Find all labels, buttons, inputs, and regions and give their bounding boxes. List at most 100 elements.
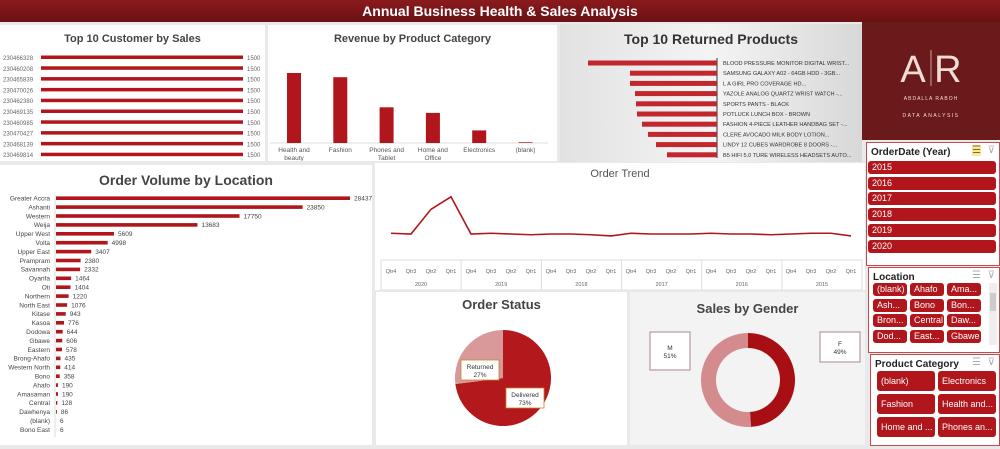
scrollbar-thumb[interactable] xyxy=(990,293,996,311)
customer-value: 1500 xyxy=(247,132,261,138)
year-option[interactable]: 2016 xyxy=(868,176,996,190)
category-option[interactable]: Home and ... xyxy=(877,417,935,437)
location-option[interactable]: Bono xyxy=(910,298,944,312)
customer-bar xyxy=(41,131,243,135)
location-label: Weija xyxy=(34,222,51,229)
location-scrollbar[interactable] xyxy=(989,283,997,345)
location-option[interactable]: East... xyxy=(910,329,944,343)
location-option[interactable]: Ash... xyxy=(873,298,907,312)
order-trend-chart: Qtr4 Qtr3 Qtr2 Qtr1 2020 Qtr4 Qtr3 Qtr2 Qtr1 2019… xyxy=(380,195,863,290)
customer-bar xyxy=(41,55,243,59)
location-label: Bono East xyxy=(20,427,50,434)
returned-product-label: L A GIRL PRO COVERAGE HD... xyxy=(723,81,807,87)
location-bar xyxy=(56,365,61,370)
clear-filter-icon[interactable]: ⊽ xyxy=(987,145,995,156)
multi-select-icon[interactable]: ☰ xyxy=(972,145,981,156)
quarter-label: Qtr2 xyxy=(746,269,757,275)
location-value: 776 xyxy=(68,320,79,327)
customer-label: 230460985 xyxy=(3,121,34,127)
year-slicer: OrderDate (Year) 2015 2016 2017 2018 2019 202… xyxy=(866,142,1000,266)
location-option[interactable]: Dod... xyxy=(873,329,907,343)
revenue-bar xyxy=(518,142,533,143)
quarter-label: Qtr3 xyxy=(406,269,417,275)
revenue-category-label: (blank) xyxy=(516,147,536,154)
location-option[interactable]: Ahafo xyxy=(910,283,944,296)
category-option[interactable]: Fashion xyxy=(877,394,935,414)
returned-product-label: CLERE AVOCADO MILK BODY LOTION... xyxy=(723,132,830,138)
returned-product-label: SPORTS PANTS - BLACK xyxy=(723,102,789,108)
customer-value: 1500 xyxy=(247,142,261,148)
year-option[interactable]: 2015 xyxy=(868,161,996,174)
year-option[interactable]: 2019 xyxy=(868,223,996,237)
category-slicer: Product Category (blank) Electronics Fashi… xyxy=(870,354,1000,446)
location-option[interactable]: Bon... xyxy=(947,298,981,312)
location-option[interactable]: Daw... xyxy=(947,314,981,328)
female-label: F xyxy=(838,341,842,348)
location-bar xyxy=(56,249,92,254)
location-label: (blank) xyxy=(30,418,50,425)
location-bar xyxy=(56,294,69,298)
location-value: 128 xyxy=(61,400,72,407)
location-label: Oyarifa xyxy=(29,276,50,283)
returned-product-label: BLOOD PRESSURE MONITOR DIGITAL WRIST... xyxy=(723,61,850,67)
returned-percent: 27% xyxy=(473,372,486,379)
quarter-label: Qtr1 xyxy=(686,269,697,275)
location-bar xyxy=(56,196,350,200)
location-option[interactable]: Gbawe xyxy=(947,329,981,343)
location-value: 13683 xyxy=(201,222,219,229)
location-value: 190 xyxy=(62,391,73,398)
year-option[interactable]: 2017 xyxy=(868,192,996,206)
customer-value: 1500 xyxy=(247,56,261,62)
category-option[interactable]: Phones an... xyxy=(938,417,996,437)
customer-bar xyxy=(41,66,243,70)
location-value: 2380 xyxy=(85,258,100,265)
location-value: 1076 xyxy=(71,302,86,309)
quarter-label: Qtr2 xyxy=(586,269,597,275)
location-label: Amasaman xyxy=(17,391,50,398)
location-bar xyxy=(56,329,63,334)
top-customers-panel: Top 10 Customer by Sales 230466328 1500 23… xyxy=(0,25,265,161)
category-option[interactable]: (blank) xyxy=(877,371,935,391)
location-value: 606 xyxy=(66,338,77,345)
returned-bar xyxy=(630,80,717,86)
location-option[interactable]: Ama... xyxy=(947,283,981,296)
location-option[interactable]: Central xyxy=(910,314,944,328)
multi-select-icon[interactable]: ☰ xyxy=(972,357,981,368)
category-option[interactable]: Health and... xyxy=(938,394,996,414)
year-option[interactable]: 2020 xyxy=(868,239,996,253)
location-option[interactable]: (blank) xyxy=(873,283,907,296)
year-option[interactable]: 2018 xyxy=(868,208,996,222)
location-value: 644 xyxy=(67,329,78,336)
location-option[interactable]: Bron... xyxy=(873,314,907,328)
clear-filter-icon[interactable]: ⊽ xyxy=(987,357,995,368)
returned-product-label: B5 HIFI 5.0 TURE WIRELESS HEADSETS AUTO.… xyxy=(723,153,852,159)
quarter-label: Qtr3 xyxy=(486,269,497,275)
category-slicer-title: Product Category xyxy=(875,359,959,370)
revenue-bar xyxy=(333,77,348,143)
quarter-label: Qtr1 xyxy=(846,269,857,275)
returned-callout xyxy=(460,359,500,381)
quarter-label: Qtr1 xyxy=(446,269,457,275)
order-status-panel: Order Status Returned 27% Delivered 73% xyxy=(376,292,627,445)
location-label: Oti xyxy=(42,285,50,292)
customer-value: 1500 xyxy=(247,99,261,105)
multi-select-icon[interactable]: ☰ xyxy=(972,270,981,281)
location-value: 435 xyxy=(64,356,75,363)
revenue-bar xyxy=(472,130,487,143)
order-volume-panel: Order Volume by Location Greater Accra 28… xyxy=(0,165,372,445)
location-bar xyxy=(56,401,58,405)
returned-bar xyxy=(637,111,717,117)
location-value: 2332 xyxy=(84,267,99,274)
revenue-panel: Revenue by Product Category Health and be… xyxy=(268,25,557,161)
location-value: 28437 xyxy=(354,196,372,203)
location-bar xyxy=(56,303,68,307)
location-value: 1404 xyxy=(75,285,90,292)
clear-filter-icon[interactable]: ⊽ xyxy=(987,270,995,281)
quarter-label: Qtr2 xyxy=(666,269,677,275)
location-value: 578 xyxy=(66,347,77,354)
location-bar xyxy=(56,410,57,414)
location-value: 190 xyxy=(62,382,73,389)
location-bar xyxy=(56,356,61,361)
category-option[interactable]: Electronics xyxy=(938,371,996,391)
revenue-bar xyxy=(287,73,301,143)
